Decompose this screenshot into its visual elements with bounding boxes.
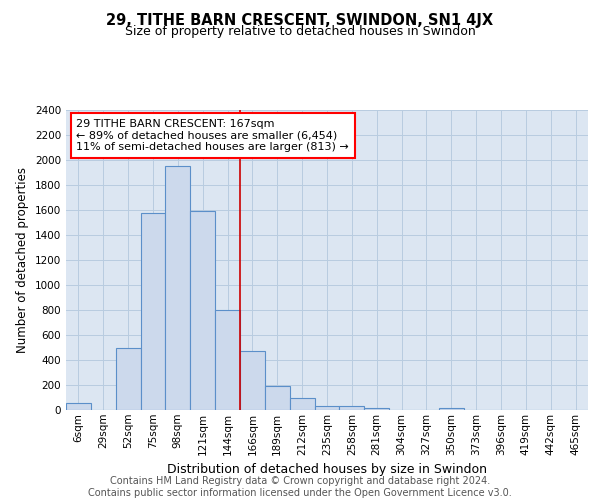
Bar <box>190 211 215 410</box>
Bar <box>240 350 265 410</box>
Bar <box>439 408 464 410</box>
Text: Size of property relative to detached houses in Swindon: Size of property relative to detached ho… <box>125 25 475 38</box>
X-axis label: Distribution of detached houses by size in Swindon: Distribution of detached houses by size … <box>167 463 487 476</box>
Bar <box>66 403 91 410</box>
Text: Contains HM Land Registry data © Crown copyright and database right 2024.
Contai: Contains HM Land Registry data © Crown c… <box>88 476 512 498</box>
Bar <box>364 408 389 410</box>
Y-axis label: Number of detached properties: Number of detached properties <box>16 167 29 353</box>
Bar <box>166 166 190 410</box>
Bar <box>340 406 364 410</box>
Bar <box>290 398 314 410</box>
Text: 29, TITHE BARN CRESCENT, SWINDON, SN1 4JX: 29, TITHE BARN CRESCENT, SWINDON, SN1 4J… <box>106 12 494 28</box>
Bar <box>265 386 290 410</box>
Text: 29 TITHE BARN CRESCENT: 167sqm
← 89% of detached houses are smaller (6,454)
11% : 29 TITHE BARN CRESCENT: 167sqm ← 89% of … <box>76 119 349 152</box>
Bar <box>215 310 240 410</box>
Bar <box>314 406 340 410</box>
Bar <box>116 348 140 410</box>
Bar <box>140 212 166 410</box>
